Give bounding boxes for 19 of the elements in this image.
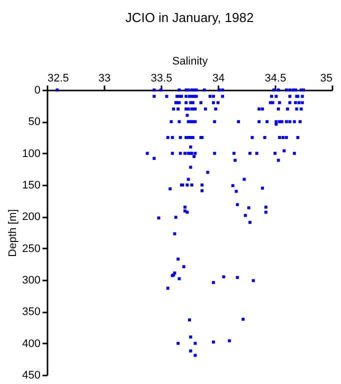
x-tick-label: 35 bbox=[320, 72, 332, 84]
y-tick-label: 150 bbox=[22, 180, 40, 192]
y-tick-label: 400 bbox=[22, 338, 40, 350]
y-tick-label: 100 bbox=[22, 148, 40, 160]
x-tick-label: 34 bbox=[212, 72, 225, 84]
x-tick-label: 33 bbox=[98, 72, 111, 84]
y-axis-title: Depth [m] bbox=[7, 209, 20, 257]
chart-title: JCIO in January, 1982 bbox=[125, 10, 254, 25]
y-tick-label: 250 bbox=[22, 242, 40, 255]
y-tick-label: 300 bbox=[22, 274, 40, 286]
y-tick-label: 450 bbox=[22, 370, 40, 382]
x-tick-label: 33.5 bbox=[150, 72, 172, 84]
y-tick-label: 200 bbox=[22, 211, 40, 224]
x-axis-title: Salinity bbox=[172, 56, 208, 68]
y-tick-label: 0 bbox=[34, 84, 40, 96]
y-tick-label: 50 bbox=[28, 116, 40, 128]
x-tick-label: 32.5 bbox=[48, 72, 69, 84]
x-tick-label: 34.5 bbox=[264, 72, 286, 84]
y-tick-label: 350 bbox=[22, 306, 40, 318]
